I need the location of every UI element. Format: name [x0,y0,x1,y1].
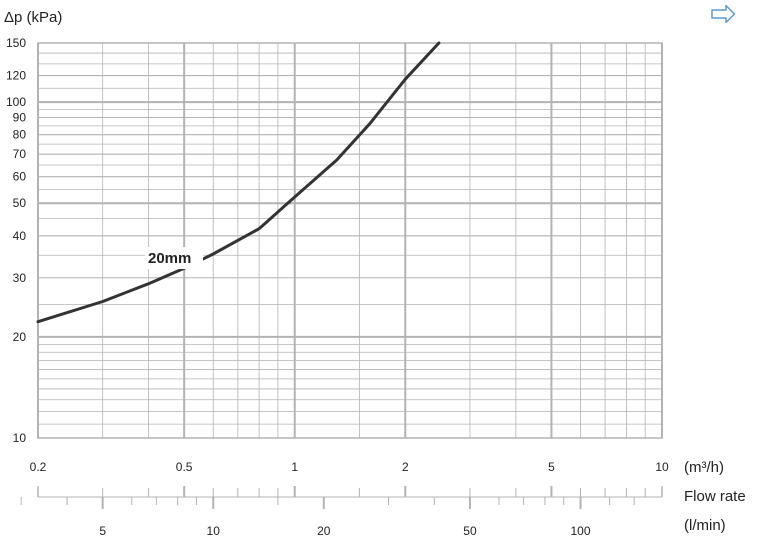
y-tick-label: 20 [13,330,27,344]
y-tick-label: 50 [13,196,27,210]
y-tick-label: 30 [13,271,27,285]
secondary-x-tick-label: 100 [571,524,591,538]
x-axis-unit: (m³/h) [684,459,724,476]
plot-border [37,42,663,439]
plot-frame [37,42,663,439]
x-tick-label: 1 [291,460,298,474]
y-tick-label: 120 [6,69,26,83]
x-axis-title: Flow rate [684,488,746,505]
y-axis-title: Δp (kPa) [4,9,62,26]
series-line [36,41,441,324]
secondary-x-axis [20,486,663,509]
y-tick-label: 150 [6,36,26,50]
series-label: 20mm [148,250,191,267]
secondary-x-tick-label: 5 [99,524,106,538]
y-tick-labels: 10 20 30 40 50 60 70 80 90 100 120 150 [6,36,26,445]
series-label-bg [145,247,203,269]
x-tick-label: 10 [655,460,669,474]
y-tick-label: 70 [13,147,27,161]
x-tick-label: 0.5 [176,460,193,474]
curve-layer: 20mm [36,41,441,324]
secondary-x-tick-label: 20 [317,524,331,538]
secondary-x-tick-label: 50 [463,524,477,538]
x-tick-label: 2 [402,460,409,474]
y-tick-label: 90 [13,111,27,125]
grid [37,43,663,438]
y-tick-label: 40 [13,229,27,243]
x-tick-labels: 0.2 0.5 1 2 5 10 [30,460,669,474]
x-axis-secondary-unit: (l/min) [684,517,726,534]
y-tick-label: 100 [6,95,26,109]
secondary-x-tick-labels: 5 10 20 50 100 [99,524,591,538]
right-arrow-icon [711,4,736,24]
secondary-x-tick-label: 10 [207,524,221,538]
x-tick-label: 5 [548,460,555,474]
y-tick-label: 10 [13,431,27,445]
y-tick-label: 60 [13,170,27,184]
y-tick-label: 80 [13,128,27,142]
x-tick-label: 0.2 [30,460,47,474]
